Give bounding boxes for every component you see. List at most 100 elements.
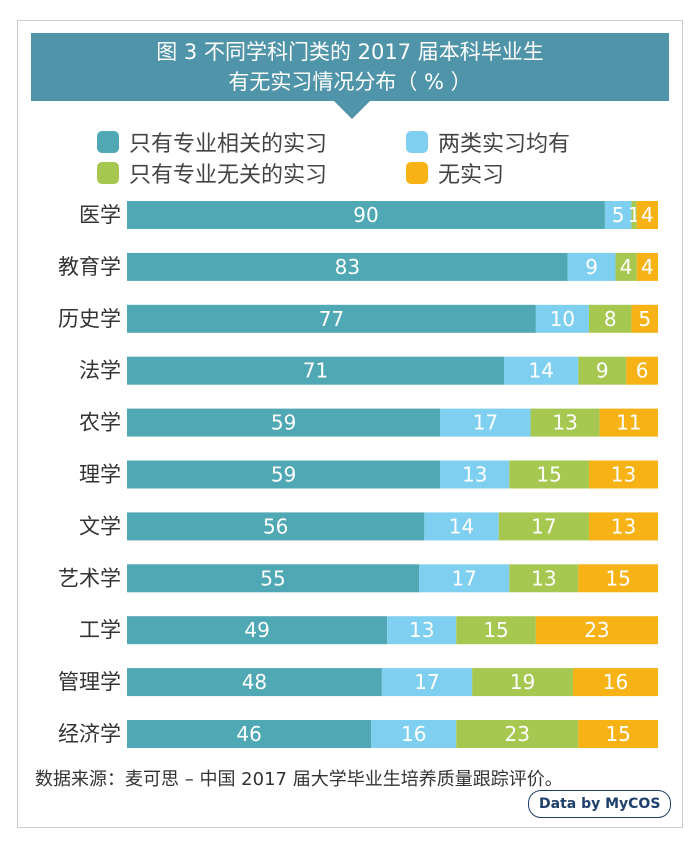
legend-swatch-related	[97, 131, 119, 153]
bar-segment-unrelated-9	[472, 668, 574, 697]
legend-item-both: 两类实习均有	[406, 127, 570, 157]
value-label-related-7: 55	[260, 566, 285, 590]
bar-segment-related-5	[127, 460, 441, 489]
category-label-7: 艺术学	[58, 566, 121, 590]
category-label-1: 教育学	[58, 255, 121, 279]
value-label-both-9: 17	[414, 670, 439, 694]
chart-title-line-2: 有无实习情况分布（ % ）	[228, 70, 472, 94]
bar-segment-none-4	[599, 408, 658, 437]
legend-label-none: 无实习	[438, 163, 505, 188]
value-label-related-10: 46	[236, 722, 261, 746]
category-label-3: 法学	[79, 359, 121, 383]
legend-label-related: 只有专业相关的实习	[129, 132, 328, 157]
value-label-both-5: 13	[462, 463, 487, 487]
value-label-both-0: 5	[612, 203, 625, 227]
bar-segment-none-6	[588, 512, 658, 541]
bar-segment-related-0	[127, 201, 605, 229]
value-label-related-8: 49	[244, 618, 269, 642]
value-label-none-4: 11	[616, 411, 641, 435]
value-label-unrelated-7: 13	[531, 566, 556, 590]
value-label-none-6: 13	[611, 514, 636, 538]
bar-segment-both-0	[604, 201, 632, 229]
value-label-none-5: 13	[611, 463, 636, 487]
bar-segment-unrelated-0	[631, 201, 637, 229]
bar-segment-none-10	[578, 720, 658, 748]
value-label-none-7: 15	[605, 566, 630, 590]
bar-segment-none-9	[573, 668, 658, 697]
bar-segment-none-3	[626, 356, 658, 385]
category-label-9: 管理学	[58, 670, 121, 694]
bar-segment-both-2	[535, 304, 589, 333]
category-label-0: 医学	[79, 203, 121, 227]
bar-segment-unrelated-8	[456, 616, 536, 645]
category-label-5: 理学	[79, 463, 121, 487]
value-label-unrelated-1: 4	[620, 255, 633, 279]
value-label-related-9: 48	[242, 670, 267, 694]
chart-title-banner: 图 3 不同学科门类的 2017 届本科毕业生 有无实习情况分布（ % ）	[31, 33, 669, 101]
value-label-both-6: 14	[449, 514, 474, 538]
bar-segment-both-4	[440, 408, 531, 437]
value-label-related-1: 83	[335, 255, 360, 279]
value-label-unrelated-5: 15	[536, 463, 561, 487]
bar-segment-unrelated-3	[578, 356, 627, 385]
category-label-2: 历史学	[58, 307, 121, 331]
value-label-none-10: 15	[605, 722, 630, 746]
bar-segment-related-6	[127, 512, 425, 541]
value-label-related-2: 77	[319, 307, 344, 331]
category-label-10: 经济学	[58, 722, 121, 746]
bar-segment-both-9	[381, 668, 473, 697]
bar-segment-unrelated-5	[509, 460, 589, 489]
bar-segment-related-4	[127, 408, 441, 437]
legend-swatch-none	[406, 162, 428, 184]
value-label-both-10: 16	[401, 722, 426, 746]
bar-segment-unrelated-10	[456, 720, 579, 748]
value-label-related-5: 59	[271, 463, 296, 487]
source-note: 数据来源：麦可思 – 中国 2017 届大学毕业生培养质量跟踪评价。	[35, 769, 563, 790]
bar-segment-both-10	[371, 720, 457, 748]
legend-swatch-both	[406, 131, 428, 153]
value-label-both-4: 17	[473, 411, 498, 435]
value-label-related-3: 71	[303, 359, 328, 383]
value-label-unrelated-9: 19	[510, 670, 535, 694]
bar-segment-both-7	[419, 564, 510, 593]
bar-segment-none-5	[588, 460, 658, 489]
data-by-mycos-badge: Data by MyCOS	[528, 790, 672, 818]
bar-segment-unrelated-4	[530, 408, 600, 437]
bar-segment-none-7	[578, 564, 658, 593]
bar-segment-none-8	[535, 616, 658, 645]
bar-segment-both-3	[504, 356, 579, 385]
value-label-none-3: 6	[636, 359, 649, 383]
category-label-6: 文学	[79, 514, 121, 538]
value-label-unrelated-2: 8	[604, 307, 617, 331]
legend-item-related: 只有专业相关的实习	[97, 127, 327, 157]
value-label-none-8: 23	[584, 618, 609, 642]
value-label-unrelated-6: 17	[531, 514, 556, 538]
legend-label-unrelated: 只有专业无关的实习	[129, 163, 328, 188]
bar-segment-unrelated-7	[509, 564, 579, 593]
bar-segment-related-10	[127, 720, 372, 748]
value-label-related-6: 56	[263, 514, 288, 538]
value-label-unrelated-10: 23	[505, 722, 530, 746]
value-label-none-2: 5	[638, 307, 651, 331]
bar-segment-related-8	[127, 616, 388, 645]
bar-segment-none-1	[636, 252, 658, 281]
bar-segment-related-7	[127, 564, 420, 593]
value-label-none-0: 4	[641, 203, 654, 227]
legend-swatch-unrelated	[97, 162, 119, 184]
bar-segment-unrelated-1	[615, 252, 637, 281]
value-label-related-0: 90	[353, 203, 378, 227]
bar-segment-both-1	[567, 252, 616, 281]
bar-segment-none-0	[636, 201, 658, 229]
value-label-both-8: 13	[409, 618, 434, 642]
category-label-4: 农学	[79, 411, 121, 435]
bar-segment-unrelated-6	[498, 512, 589, 541]
value-label-both-2: 10	[550, 307, 575, 331]
value-label-unrelated-4: 13	[552, 411, 577, 435]
chart-title-line-1: 图 3 不同学科门类的 2017 届本科毕业生	[156, 40, 544, 64]
bar-segment-related-3	[127, 356, 505, 385]
value-label-both-3: 14	[528, 359, 553, 383]
legend-item-unrelated: 只有专业无关的实习	[97, 158, 327, 188]
bar-segment-both-5	[440, 460, 510, 489]
legend-label-both: 两类实习均有	[438, 132, 571, 157]
